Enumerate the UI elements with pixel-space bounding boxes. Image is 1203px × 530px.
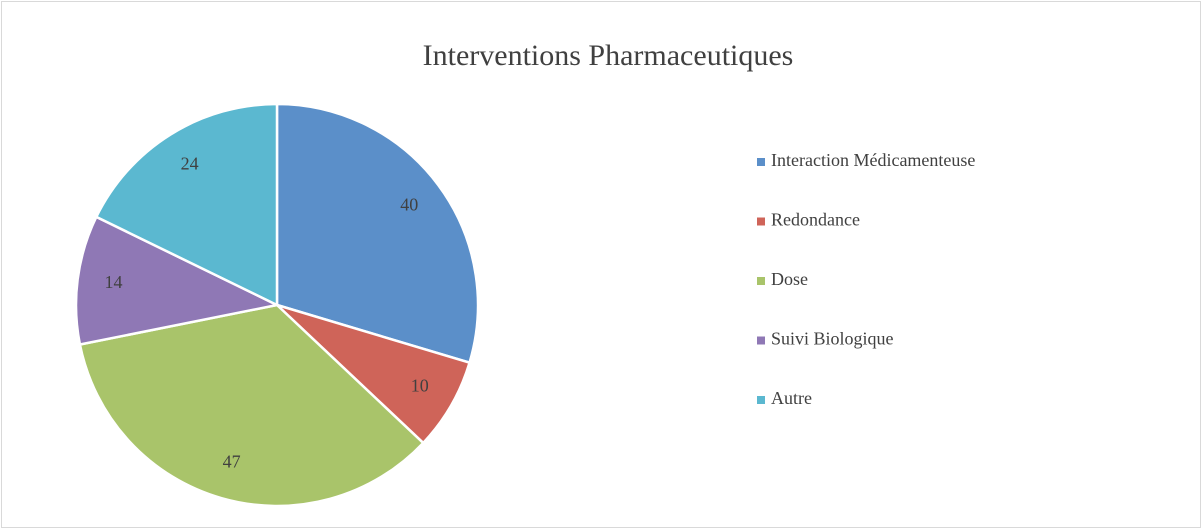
legend-swatch xyxy=(757,217,765,226)
pie-slice xyxy=(74,215,281,346)
legend-label: Dose xyxy=(771,269,808,289)
legend-swatch xyxy=(757,396,765,404)
legend-label: Suivi Biologique xyxy=(771,329,894,349)
chart-title: Interventions Pharmaceutiques xyxy=(423,39,794,72)
pie-slice xyxy=(78,303,425,508)
pie-slice xyxy=(94,102,279,308)
data-label: 10 xyxy=(411,376,429,396)
pie-slice xyxy=(275,102,480,365)
legend-label: Autre xyxy=(771,388,812,408)
data-label: 40 xyxy=(400,195,418,215)
legend-swatch xyxy=(757,336,765,345)
data-label: 47 xyxy=(223,452,241,472)
legend-swatch xyxy=(757,158,765,166)
data-label: 14 xyxy=(105,272,123,292)
legend-swatch xyxy=(757,277,765,285)
data-label: 24 xyxy=(181,153,199,173)
legend-label: Interaction Médicamenteuse xyxy=(771,150,975,170)
legend-label: Redondance xyxy=(771,210,860,230)
